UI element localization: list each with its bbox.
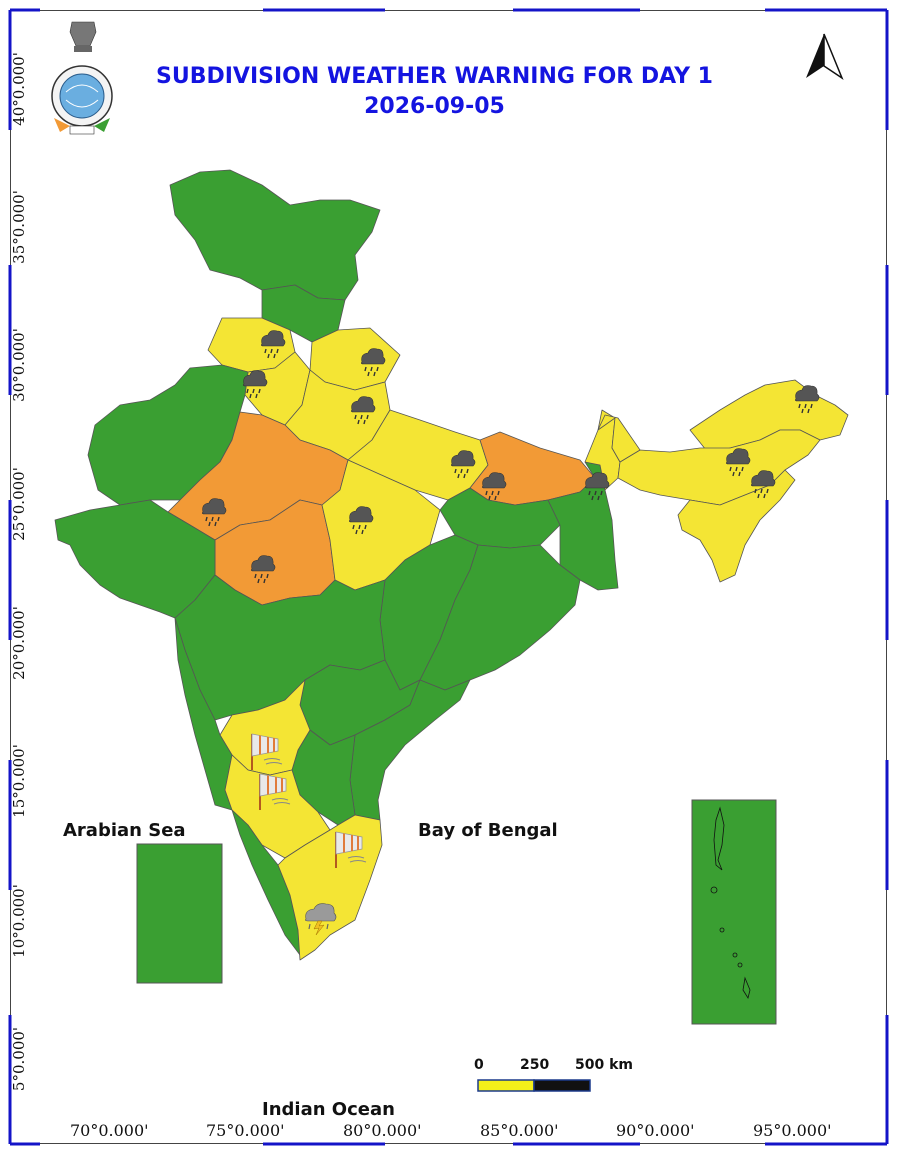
label-arabian-sea: Arabian Sea: [63, 820, 186, 841]
lat-label-25: 25°0.000': [10, 467, 28, 541]
map-date: 2026-09-05: [364, 94, 505, 119]
scale-bar: [477, 1079, 591, 1092]
lat-label-15: 15°0.000': [10, 744, 28, 818]
north-arrow-icon: [806, 33, 844, 80]
imd-emblem-icon: [51, 21, 113, 135]
lat-label-30: 30°0.000': [10, 328, 28, 402]
label-bay-of-bengal: Bay of Bengal: [418, 820, 558, 841]
lat-label-5: 5°0.000': [10, 1026, 28, 1092]
lon-label-80: 80°0.000': [343, 1121, 422, 1140]
scale-label-250: 250: [520, 1057, 550, 1073]
map-title: SUBDIVISION WEATHER WARNING FOR DAY 1: [156, 64, 713, 89]
andaman-islands: [710, 806, 751, 1000]
lat-label-10: 10°0.000': [10, 884, 28, 958]
india-map: [54, 169, 849, 961]
lon-label-85: 85°0.000': [480, 1121, 559, 1140]
lon-label-95: 95°0.000': [753, 1121, 832, 1140]
region-west-rajasthan: [87, 364, 249, 506]
region-odisha: [419, 544, 581, 691]
lakshadweep-inset: [136, 843, 223, 984]
lat-label-35: 35°0.000': [10, 190, 28, 264]
region-nmmt: [677, 469, 796, 583]
lat-label-20: 20°0.000': [10, 606, 28, 680]
andaman-inset: [691, 799, 777, 1025]
scale-label-0: 0: [474, 1057, 484, 1073]
region-sub-himalayan: [597, 414, 641, 463]
lat-label-40: 40°0.000': [10, 52, 28, 126]
region-assam: [617, 429, 821, 506]
region-tamil-nadu: [277, 814, 383, 961]
frame-ticks: [8, 8, 889, 1146]
label-indian-ocean: Indian Ocean: [262, 1099, 395, 1120]
lon-label-70: 70°0.000': [70, 1121, 149, 1140]
region-jammu-kashmir: [169, 169, 381, 301]
region-maharashtra: [174, 574, 386, 721]
lon-label-90: 90°0.000': [616, 1121, 695, 1140]
lon-label-75: 75°0.000': [206, 1121, 285, 1140]
region-coastal-ap: [349, 679, 471, 821]
scale-label-500: 500 km: [575, 1057, 633, 1073]
